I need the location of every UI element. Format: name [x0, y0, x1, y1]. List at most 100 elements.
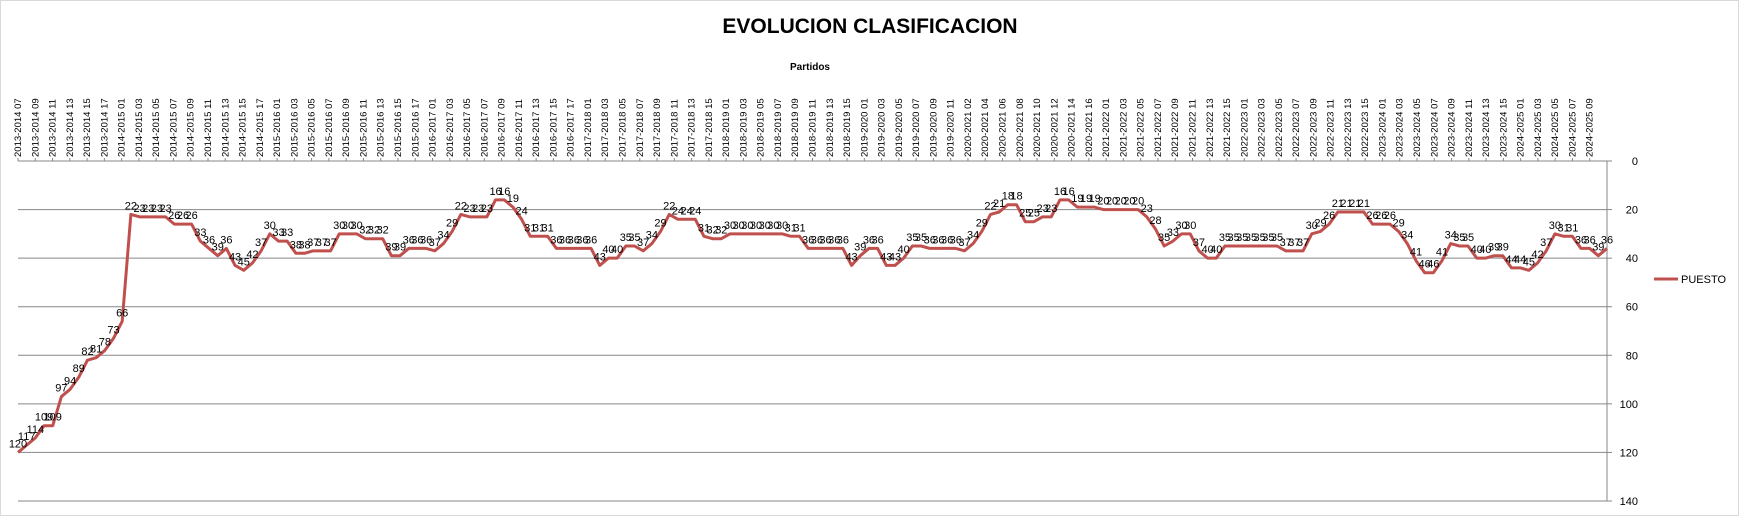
x-tick-label: 2018-2019 11	[808, 99, 819, 157]
x-tick-label: 2013-2014 07	[13, 98, 24, 157]
data-label: 21	[1349, 198, 1361, 210]
data-label: 23	[151, 203, 163, 215]
data-label: 32	[368, 225, 380, 237]
data-label: 21	[993, 198, 1005, 210]
data-label: 37	[637, 237, 649, 249]
x-axis-title: Partidos	[790, 62, 830, 73]
x-tick-label: 2020-2021 10	[1032, 98, 1043, 157]
data-label: 34	[967, 230, 979, 242]
data-label: 44	[1505, 254, 1517, 266]
data-label: 36	[950, 234, 962, 246]
data-label: 37	[255, 237, 267, 249]
data-label: 36	[924, 234, 936, 246]
series-line-puesto	[17, 198, 1608, 454]
data-label: 45	[1523, 256, 1535, 268]
data-label: 32	[707, 225, 719, 237]
x-tick-label: 2015-2016 01	[272, 98, 283, 157]
x-tick-label: 2023-2024 05	[1412, 98, 1423, 157]
data-label: 23	[1036, 203, 1048, 215]
data-label: 35	[1262, 232, 1274, 244]
data-label: 26	[186, 210, 198, 222]
y-tick-label: 80	[1626, 350, 1638, 362]
data-label: 16	[1063, 186, 1075, 198]
x-tick-label: 2024-2025 05	[1550, 98, 1561, 157]
data-label: 35	[620, 232, 632, 244]
data-label: 39	[385, 242, 397, 254]
data-label: 29	[1314, 217, 1326, 229]
data-label: 40	[1471, 244, 1483, 256]
y-tick-label: 20	[1626, 205, 1638, 217]
data-label: 36	[203, 234, 215, 246]
y-tick-label: 140	[1620, 496, 1638, 508]
data-label: 40	[1201, 244, 1213, 256]
data-label: 37	[1540, 237, 1552, 249]
data-label: 35	[906, 232, 918, 244]
data-label: 20	[1115, 196, 1127, 208]
data-label: 30	[264, 220, 276, 232]
x-tick-label: 2023-2024 07	[1429, 98, 1440, 157]
data-label: 31	[542, 222, 554, 234]
data-label: 24	[680, 205, 692, 217]
x-tick-label: 2024-2025 09	[1585, 98, 1596, 157]
data-label: 30	[767, 220, 779, 232]
data-label: 42	[246, 249, 258, 261]
data-label: 34	[646, 230, 658, 242]
data-label: 30	[1184, 220, 1196, 232]
data-label: 109	[35, 412, 53, 424]
x-tick-label: 2023-2024 09	[1447, 98, 1458, 157]
data-label: 26	[1323, 210, 1335, 222]
x-tick-label: 2014-2015 03	[134, 98, 145, 157]
x-tick-label: 2023-2024 03	[1395, 98, 1406, 157]
x-tick-label: 2014-2015 15	[238, 98, 249, 157]
x-tick-label: 2019-2020 03	[877, 98, 888, 157]
data-label: 30	[759, 220, 771, 232]
data-label: 114	[27, 424, 45, 436]
data-label: 37	[316, 237, 328, 249]
data-label: 20	[1123, 196, 1135, 208]
data-label: 36	[403, 234, 415, 246]
x-tick-label: 2014-2015 09	[186, 98, 197, 157]
x-tick-label: 2013-2014 15	[82, 98, 93, 157]
data-label: 43	[594, 251, 606, 263]
data-label: 30	[1549, 220, 1561, 232]
x-tick-label: 2023-2024 01	[1377, 98, 1388, 157]
x-tick-label: 2022-2023 15	[1360, 98, 1371, 157]
data-label: 41	[1436, 247, 1448, 259]
x-tick-label: 2015-2016 11	[358, 99, 369, 157]
legend-label-puesto: PUESTO	[1681, 274, 1726, 286]
data-label: 43	[889, 251, 901, 263]
x-tick-label: 2018-2019 05	[756, 98, 767, 157]
data-label: 25	[1028, 208, 1040, 220]
data-label: 39	[1497, 242, 1509, 254]
y-tick-label: 40	[1626, 253, 1638, 265]
x-tick-label: 2015-2016 09	[341, 98, 352, 157]
data-label: 35	[1228, 232, 1240, 244]
x-tick-label: 2020-2021 02	[963, 98, 974, 157]
data-label: 31	[785, 222, 797, 234]
data-label: 78	[99, 336, 111, 348]
x-tick-label: 2023-2024 13	[1481, 98, 1492, 157]
y-tick-label: 120	[1620, 447, 1638, 459]
x-tick-label: 2017-2018 15	[704, 98, 715, 157]
x-tick-label: 2017-2018 13	[687, 98, 698, 157]
data-label: 31	[698, 222, 710, 234]
x-tick-label: 2021-2022 03	[1118, 98, 1129, 157]
x-tick-label: 2014-2015 11	[203, 99, 214, 157]
data-label: 23	[1045, 203, 1057, 215]
data-label: 40	[611, 244, 623, 256]
data-label: 36	[863, 234, 875, 246]
data-label: 36	[828, 234, 840, 246]
x-tick-label: 2024-2025 01	[1516, 98, 1527, 157]
data-label: 35	[1254, 232, 1266, 244]
data-label: 36	[576, 234, 588, 246]
data-label: 38	[290, 239, 302, 251]
data-label: 39	[1592, 242, 1604, 254]
x-tick-label: 2016-2017 15	[548, 98, 559, 157]
x-tick-label: 2017-2018 07	[635, 98, 646, 157]
data-label: 37	[429, 237, 441, 249]
data-label: 21	[1332, 198, 1344, 210]
x-tick-label: 2017-2018 03	[600, 98, 611, 157]
x-tick-label: 2019-2020 01	[859, 98, 870, 157]
data-label: 81	[90, 344, 102, 356]
data-label: 26	[177, 210, 189, 222]
